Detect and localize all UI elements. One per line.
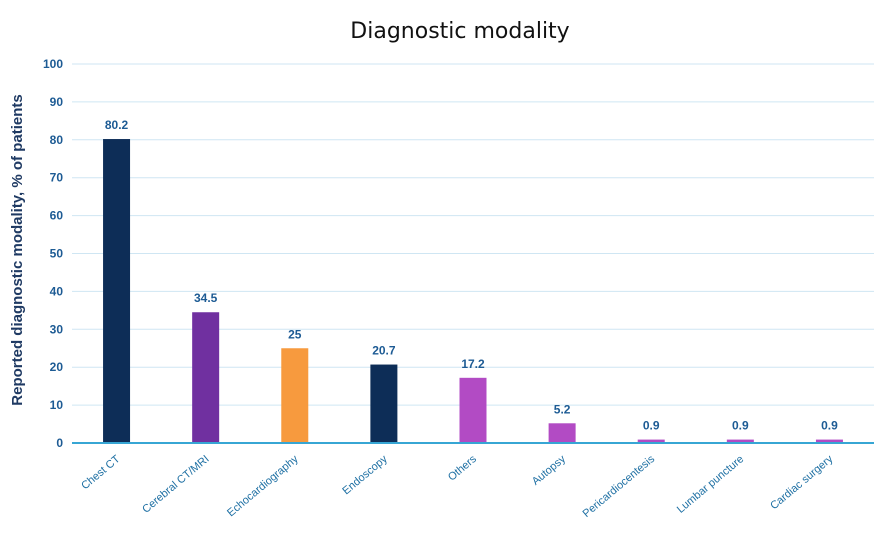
category-label: Others xyxy=(446,453,479,484)
category-label: Lumbar puncture xyxy=(675,453,746,516)
category-label: Pericardiocentesis xyxy=(581,453,658,520)
value-label: 0.9 xyxy=(732,419,749,433)
value-label: 0.9 xyxy=(821,419,838,433)
y-axis-label: Reported diagnostic modality, % of patie… xyxy=(9,94,26,405)
y-tick-label: 50 xyxy=(50,247,64,261)
bar-7 xyxy=(726,439,754,443)
value-label: 20.7 xyxy=(372,344,396,358)
value-labels: 80.2 34.5 25 20.7 17.2 5.2 0.9 0.9 0.9 xyxy=(105,118,838,433)
category-label: Echocardiography xyxy=(225,453,301,520)
category-label: Endoscopy xyxy=(340,453,390,497)
y-tick-label: 80 xyxy=(50,133,64,147)
y-tick-label: 10 xyxy=(50,398,64,412)
y-tick-label: 90 xyxy=(50,95,64,109)
bar-3 xyxy=(370,364,398,443)
category-label: Cardiac surgery xyxy=(768,453,836,512)
y-tick-label: 60 xyxy=(50,209,64,223)
bar-6 xyxy=(637,439,665,443)
value-label: 34.5 xyxy=(194,291,218,305)
category-label: Autopsy xyxy=(530,453,569,488)
y-tick-label: 70 xyxy=(50,171,64,185)
category-label: Chest CT xyxy=(79,453,123,492)
y-tick-label: 100 xyxy=(43,57,63,71)
bar-0 xyxy=(103,139,131,444)
category-labels: Chest CT Cerebral CT/MRI Echocardiography E… xyxy=(79,453,836,520)
value-label: 25 xyxy=(288,327,302,341)
value-label: 5.2 xyxy=(554,402,571,416)
value-label: 0.9 xyxy=(643,419,660,433)
value-label: 80.2 xyxy=(105,118,129,132)
bar-4 xyxy=(459,377,487,443)
bar-8 xyxy=(815,439,843,443)
y-tick-label: 40 xyxy=(50,284,64,298)
value-label: 17.2 xyxy=(461,357,485,371)
bars xyxy=(103,139,843,444)
y-tick-label: 0 xyxy=(56,436,63,450)
chart-title: Diagnostic modality xyxy=(350,19,569,44)
bar-2 xyxy=(281,348,309,443)
bar-5 xyxy=(548,423,576,443)
bar-1 xyxy=(192,312,220,443)
y-axis-ticks: 0 10 20 30 40 50 60 70 80 90 100 xyxy=(43,57,63,450)
category-label: Cerebral CT/MRI xyxy=(140,453,211,516)
y-tick-label: 30 xyxy=(50,322,64,336)
y-tick-label: 20 xyxy=(50,360,64,374)
